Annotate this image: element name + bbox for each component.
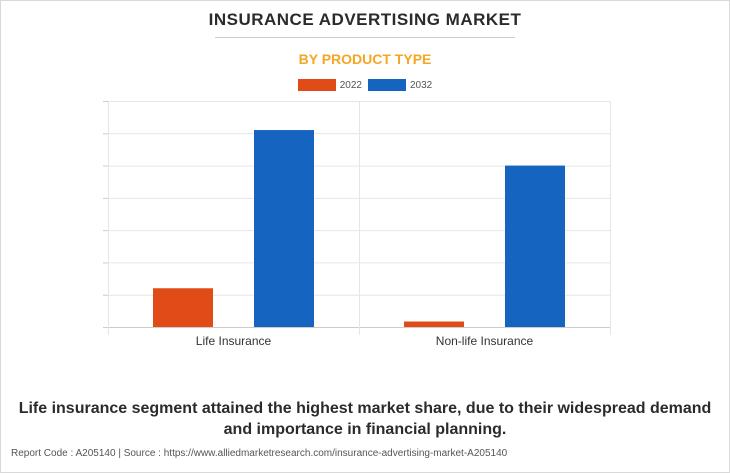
legend-label-2032: 2032	[410, 79, 433, 91]
title-divider	[215, 37, 515, 38]
x-tick-label: Life Insurance	[196, 334, 272, 348]
report-code: Report Code : A205140	[11, 448, 116, 459]
chart-legend: 2022 2032	[0, 79, 730, 91]
chart-caption: Life insurance segment attained the high…	[18, 400, 712, 438]
bar-2022-life-insurance	[153, 288, 213, 327]
bar-2032-non-life-insurance	[505, 165, 565, 327]
x-tick-label: Non-life Insurance	[436, 334, 534, 348]
bar-2022-non-life-insurance	[404, 321, 464, 327]
legend-swatch-2032	[368, 79, 406, 91]
chart-subtitle: BY PRODUCT TYPE	[298, 51, 432, 67]
legend-swatch-2022	[297, 79, 336, 91]
bar-2032-life-insurance	[254, 130, 314, 327]
chart-title: INSURANCE ADVERTISING MARKET	[208, 10, 522, 29]
legend-label-2022: 2022	[339, 79, 362, 91]
footer-separator: |	[118, 448, 121, 459]
legend-item-2022[interactable]: 2022	[297, 79, 362, 91]
legend-item-2032[interactable]: 2032	[368, 79, 432, 91]
footer: Report Code : A205140 | Source : https:/…	[11, 448, 507, 459]
source-link[interactable]: Source : https://www.alliedmarketresearc…	[123, 448, 508, 459]
